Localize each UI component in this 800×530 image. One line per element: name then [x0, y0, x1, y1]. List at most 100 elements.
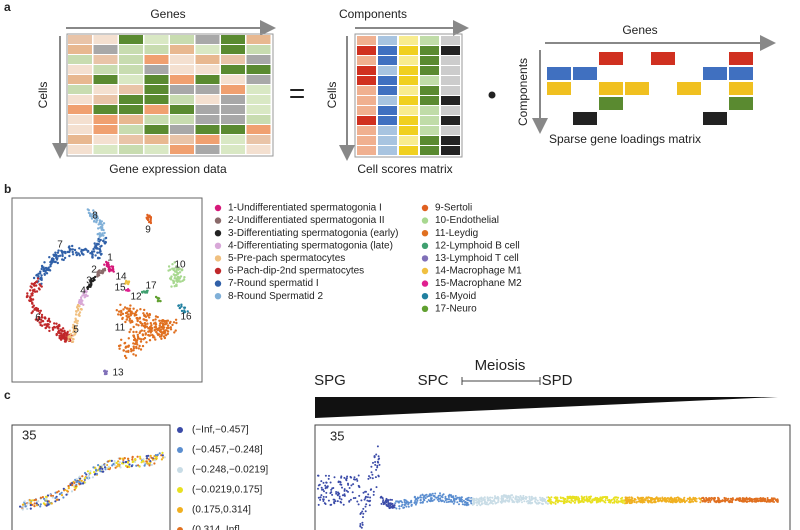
cell-point: [65, 336, 68, 339]
cell-point: [171, 267, 174, 270]
cell-point: [441, 494, 444, 497]
cell-point: [107, 465, 110, 468]
cell-point: [690, 498, 693, 501]
matrix-cell: [357, 86, 376, 95]
cluster-label: 10: [174, 260, 186, 271]
cell-point: [160, 333, 163, 337]
cell-point: [139, 457, 142, 460]
axis-label: Components: [516, 58, 530, 126]
cell-point: [414, 500, 417, 502]
cell-point: [339, 500, 342, 503]
cell-point: [348, 500, 351, 502]
cell-point: [659, 499, 662, 502]
matrix-cell: [195, 105, 220, 114]
cell-point: [66, 330, 69, 334]
cell-point: [61, 250, 64, 254]
cell-point: [68, 329, 72, 332]
cell-point: [145, 312, 149, 315]
matrix-cell: [170, 115, 194, 124]
cell-point: [324, 474, 327, 477]
cell-point: [713, 496, 716, 499]
cell-point: [118, 457, 121, 460]
cell-point: [161, 454, 164, 457]
legend-swatch: [214, 217, 222, 224]
cell-point: [99, 467, 102, 470]
cell-point: [520, 497, 523, 500]
cell-point: [343, 476, 346, 479]
cell-point: [83, 471, 87, 475]
matrix-cell: [625, 82, 649, 95]
cell-point: [128, 465, 131, 469]
cell-point: [660, 500, 663, 503]
cell-point: [727, 497, 730, 500]
cell-point: [775, 499, 777, 502]
cell-point: [322, 498, 325, 501]
cell-point: [40, 267, 43, 271]
cell-point: [463, 503, 466, 506]
cell-point: [98, 240, 101, 243]
cell-point: [507, 496, 510, 499]
cell-point: [92, 247, 95, 251]
cell-point: [322, 500, 325, 502]
cell-point: [171, 263, 174, 266]
legend-label: 1-Undifferentiated spermatogonia I: [228, 203, 382, 214]
cell-point: [124, 320, 127, 324]
cell-point: [695, 500, 698, 503]
matrix-cell: [378, 36, 397, 45]
cell-point: [173, 285, 176, 288]
cell-point: [637, 497, 640, 500]
matrix-cell: [420, 116, 439, 125]
matrix-cell: [399, 36, 418, 45]
cell-point: [759, 497, 762, 500]
legend-swatch: [421, 242, 429, 249]
matrix-cell: [68, 65, 92, 74]
cell-point: [41, 496, 45, 499]
cell-point: [734, 499, 737, 502]
cell-point: [31, 298, 35, 301]
cell-point: [475, 499, 477, 502]
cell-point: [128, 319, 131, 322]
cell-point: [376, 445, 379, 448]
cell-point: [595, 501, 598, 504]
legend-label: (0.175,0.314]: [192, 505, 251, 516]
cell-point: [678, 497, 681, 500]
cell-point: [154, 325, 157, 328]
matrix-cell: [599, 97, 623, 110]
cell-point: [493, 499, 495, 502]
cell-point: [149, 460, 152, 463]
cell-point: [75, 478, 78, 481]
cell-point: [525, 496, 528, 499]
cell-point: [86, 286, 89, 289]
cell-point: [117, 460, 120, 463]
matrix-cell: [221, 55, 245, 64]
cell-point: [165, 321, 168, 325]
cell-point: [43, 267, 46, 271]
cell-point: [751, 500, 754, 503]
cell-point: [756, 500, 759, 502]
cell-point: [107, 460, 110, 463]
legend-swatch: [214, 280, 222, 287]
cell-point: [485, 503, 488, 506]
cell-point: [91, 256, 94, 259]
cell-point: [674, 500, 677, 503]
cell-point: [580, 495, 583, 498]
cluster-label: 14: [115, 272, 127, 283]
cell-point: [127, 313, 130, 316]
cell-point: [113, 460, 116, 463]
cell-point: [174, 270, 177, 273]
cell-point: [134, 354, 138, 357]
cell-point: [143, 461, 146, 465]
cell-point: [40, 313, 44, 317]
cell-point: [135, 339, 139, 342]
matrix-cell: [441, 56, 460, 65]
cell-point: [746, 500, 749, 503]
cell-point: [112, 462, 115, 466]
cell-point: [594, 496, 597, 499]
cell-point: [31, 301, 34, 304]
matrix-cell: [420, 126, 439, 135]
cell-point: [58, 336, 61, 339]
cell-point: [98, 256, 101, 260]
legend-label: 7-Round spermatid I: [228, 278, 319, 289]
cell-point: [67, 487, 70, 490]
cell-point: [566, 500, 569, 502]
